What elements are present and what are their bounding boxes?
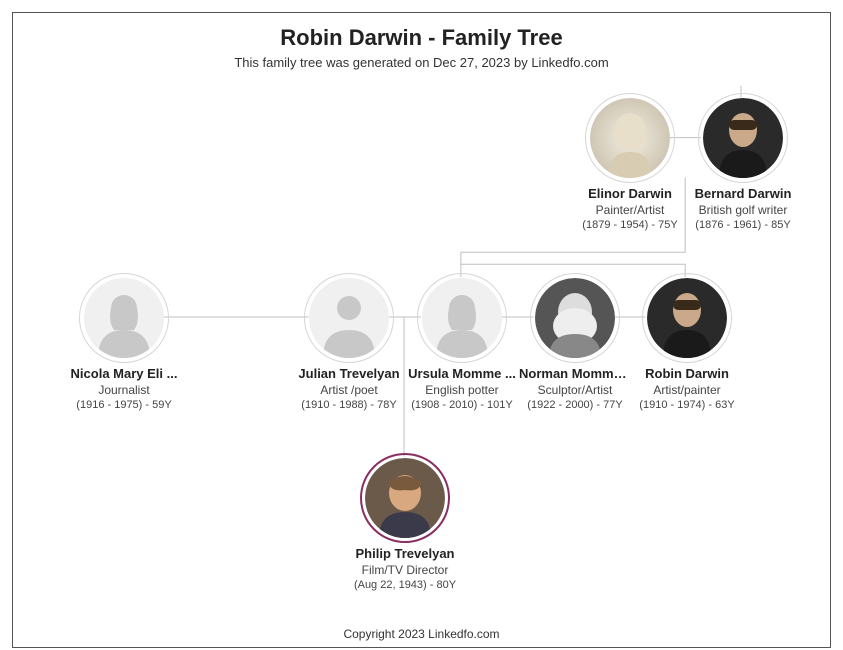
person-name: Norman Mommens: [519, 366, 631, 381]
person-bernard[interactable]: Bernard Darwin British golf writer (1876 -…: [687, 98, 799, 231]
footer-text: Copyright 2023 Linkedfo.com: [13, 627, 830, 641]
avatar-elinor: [590, 98, 670, 178]
person-norman[interactable]: Norman Mommens Sculptor/Artist (1922 - 200…: [519, 278, 631, 411]
avatar-julian: [309, 278, 389, 358]
avatar-ursula: [422, 278, 502, 358]
person-role: Painter/Artist: [574, 203, 686, 217]
person-dates: (1910 - 1988) - 78Y: [293, 399, 405, 411]
person-name: Ursula Momme ...: [406, 366, 518, 381]
person-robin[interactable]: Robin Darwin Artist/painter (1910 - 1974) …: [631, 278, 743, 411]
person-name: Elinor Darwin: [574, 186, 686, 201]
person-elinor[interactable]: Elinor Darwin Painter/Artist (1879 - 1954)…: [574, 98, 686, 231]
person-name: Bernard Darwin: [687, 186, 799, 201]
person-ursula[interactable]: Ursula Momme ... English potter (1908 - 20…: [406, 278, 518, 411]
person-role: Journalist: [68, 383, 180, 397]
header: Robin Darwin - Family Tree This family t…: [13, 13, 830, 70]
avatar-bernard: [703, 98, 783, 178]
person-dates: (1876 - 1961) - 85Y: [687, 219, 799, 231]
tree-frame: Robin Darwin - Family Tree This family t…: [12, 12, 831, 648]
person-name: Philip Trevelyan: [349, 546, 461, 561]
person-dates: (Aug 22, 1943) - 80Y: [349, 579, 461, 591]
avatar-norman: [535, 278, 615, 358]
person-name: Nicola Mary Eli ...: [68, 366, 180, 381]
person-dates: (1879 - 1954) - 75Y: [574, 219, 686, 231]
person-role: Film/TV Director: [349, 563, 461, 577]
person-role: Artist /poet: [293, 383, 405, 397]
person-dates: (1916 - 1975) - 59Y: [68, 399, 180, 411]
person-role: British golf writer: [687, 203, 799, 217]
person-dates: (1922 - 2000) - 77Y: [519, 399, 631, 411]
avatar-nicola: [84, 278, 164, 358]
person-role: Artist/painter: [631, 383, 743, 397]
page-title: Robin Darwin - Family Tree: [13, 25, 830, 51]
person-name: Robin Darwin: [631, 366, 743, 381]
person-philip[interactable]: Philip Trevelyan Film/TV Director (Aug 22,…: [349, 458, 461, 591]
person-dates: (1908 - 2010) - 101Y: [406, 399, 518, 411]
page-subtitle: This family tree was generated on Dec 27…: [13, 55, 830, 70]
person-dates: (1910 - 1974) - 63Y: [631, 399, 743, 411]
person-role: English potter: [406, 383, 518, 397]
person-role: Sculptor/Artist: [519, 383, 631, 397]
person-julian[interactable]: Julian Trevelyan Artist /poet (1910 - 1988…: [293, 278, 405, 411]
person-nicola[interactable]: Nicola Mary Eli ... Journalist (1916 - 197…: [68, 278, 180, 411]
avatar-robin: [647, 278, 727, 358]
person-name: Julian Trevelyan: [293, 366, 405, 381]
avatar-philip: [365, 458, 445, 538]
